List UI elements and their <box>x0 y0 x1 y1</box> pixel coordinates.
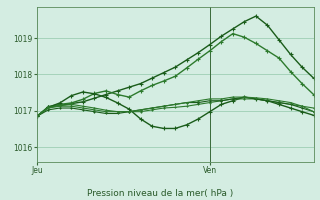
Text: Pression niveau de la mer( hPa ): Pression niveau de la mer( hPa ) <box>87 189 233 198</box>
